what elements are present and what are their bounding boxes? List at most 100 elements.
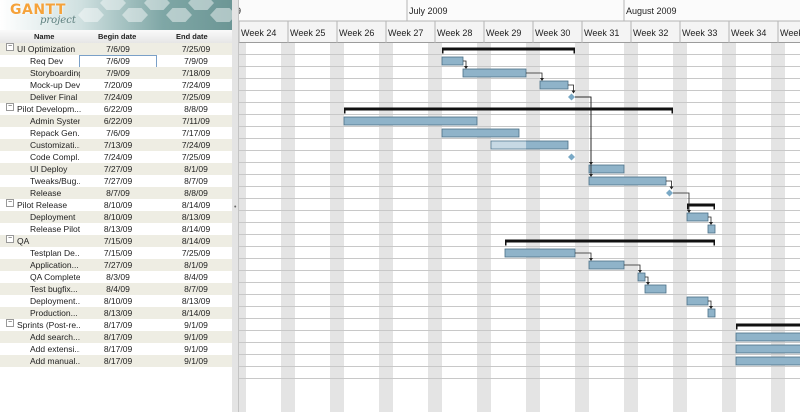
- task-bar[interactable]: [504, 248, 576, 258]
- task-group-row[interactable]: − Pilot Release 8/10/09 8/14/09: [0, 199, 232, 211]
- summary-bar[interactable]: [736, 323, 800, 327]
- task-name[interactable]: QA Complete: [30, 272, 80, 282]
- task-begin-date[interactable]: 7/27/09: [103, 260, 133, 270]
- task-name[interactable]: Sprints (Post-re...: [17, 320, 81, 330]
- task-begin-date[interactable]: 8/10/09: [103, 212, 133, 222]
- task-name[interactable]: Admin System: [30, 116, 80, 126]
- task-name[interactable]: Add search...: [30, 332, 80, 342]
- task-row[interactable]: Add manual... 8/17/09 9/1/09: [0, 355, 232, 367]
- task-end-date[interactable]: 8/14/09: [181, 236, 211, 246]
- task-begin-date[interactable]: 6/22/09: [103, 116, 133, 126]
- task-name[interactable]: UI Deploy: [30, 164, 68, 174]
- task-begin-date[interactable]: 8/7/09: [106, 188, 130, 198]
- task-group-row[interactable]: − UI Optimization 7/6/09 7/25/09: [0, 43, 232, 55]
- task-row[interactable]: Deployment 8/10/09 8/13/09: [0, 211, 232, 223]
- task-end-date[interactable]: 8/13/09: [181, 296, 211, 306]
- task-row[interactable]: Admin System 6/22/09 7/11/09: [0, 115, 232, 127]
- task-bar[interactable]: [735, 356, 800, 366]
- task-row[interactable]: Req Dev 7/6/09 7/9/09: [0, 55, 232, 68]
- milestone-marker[interactable]: [568, 153, 575, 161]
- task-begin-date[interactable]: 7/15/09: [103, 236, 133, 246]
- task-begin-date[interactable]: 7/9/09: [106, 68, 130, 78]
- task-row[interactable]: Add search... 8/17/09 9/1/09: [0, 331, 232, 343]
- task-end-date[interactable]: 8/1/09: [184, 260, 208, 270]
- task-bar[interactable]: [588, 176, 667, 186]
- task-bar[interactable]: [735, 344, 800, 354]
- collapse-toggle-icon[interactable]: −: [6, 43, 14, 51]
- task-name[interactable]: Pilot Release: [17, 200, 68, 210]
- task-end-date[interactable]: 8/7/09: [184, 176, 208, 186]
- task-bar[interactable]: [707, 224, 716, 234]
- task-bar[interactable]: [735, 332, 800, 342]
- task-row[interactable]: Code Compl... 7/24/09 7/25/09: [0, 151, 232, 163]
- task-end-date[interactable]: 8/7/09: [184, 284, 208, 294]
- task-bar[interactable]: [686, 212, 709, 222]
- task-end-date[interactable]: 7/24/09: [181, 140, 211, 150]
- task-name[interactable]: Deployment...: [30, 296, 80, 306]
- task-name[interactable]: Req Dev: [30, 56, 64, 66]
- task-name[interactable]: Storyboarding: [30, 68, 80, 78]
- task-begin-date[interactable]: 7/6/09: [106, 44, 130, 54]
- collapse-toggle-icon[interactable]: −: [6, 235, 14, 243]
- splitter-grip-icon[interactable]: •: [234, 204, 237, 211]
- task-end-date[interactable]: 7/25/09: [181, 92, 211, 102]
- summary-bar[interactable]: [687, 203, 715, 207]
- task-begin-date[interactable]: 8/17/09: [103, 344, 133, 354]
- task-name[interactable]: Pilot Developm...: [17, 104, 81, 114]
- task-end-date[interactable]: 8/14/09: [181, 200, 211, 210]
- task-bar[interactable]: [441, 128, 520, 138]
- task-name[interactable]: Release Pilot: [30, 224, 80, 234]
- task-end-date[interactable]: 8/8/09: [184, 188, 208, 198]
- task-end-date[interactable]: 9/1/09: [184, 320, 208, 330]
- task-end-date[interactable]: 8/4/09: [184, 272, 208, 282]
- task-row[interactable]: Add extensi... 8/17/09 9/1/09: [0, 343, 232, 355]
- column-header-begin-date[interactable]: Begin date: [98, 32, 137, 41]
- task-end-date[interactable]: 8/8/09: [184, 104, 208, 114]
- task-begin-date[interactable]: 8/10/09: [103, 296, 133, 306]
- task-row[interactable]: Mock-up Dev 7/20/09 7/24/09: [0, 79, 232, 91]
- task-bar[interactable]: [441, 56, 464, 66]
- task-begin-date[interactable]: 8/13/09: [103, 224, 133, 234]
- task-row[interactable]: Application... 7/27/09 8/1/09: [0, 259, 232, 271]
- task-name[interactable]: Application...: [30, 260, 79, 270]
- milestone-marker[interactable]: [568, 93, 575, 101]
- task-end-date[interactable]: 7/17/09: [181, 128, 211, 138]
- task-group-row[interactable]: − Sprints (Post-re... 8/17/09 9/1/09: [0, 319, 232, 331]
- task-end-date[interactable]: 8/13/09: [181, 212, 211, 222]
- task-begin-date[interactable]: 7/6/09: [106, 128, 130, 138]
- task-name[interactable]: Code Compl...: [30, 152, 80, 162]
- task-bar[interactable]: [644, 284, 667, 294]
- task-name[interactable]: Deliver Final: [30, 92, 78, 102]
- task-name[interactable]: Testplan De...: [30, 248, 80, 258]
- task-row[interactable]: Repack Gen... 7/6/09 7/17/09: [0, 127, 232, 139]
- task-bar[interactable]: [588, 164, 625, 174]
- task-row[interactable]: Release 8/7/09 8/8/09: [0, 187, 232, 199]
- task-name[interactable]: Tweaks/Bug...: [30, 176, 80, 186]
- task-name[interactable]: Production...: [30, 308, 78, 318]
- task-end-date[interactable]: 9/1/09: [184, 344, 208, 354]
- summary-bar[interactable]: [344, 107, 673, 111]
- collapse-toggle-icon[interactable]: −: [6, 103, 14, 111]
- task-end-date[interactable]: 7/25/09: [181, 44, 211, 54]
- task-begin-date[interactable]: 7/20/09: [103, 80, 133, 90]
- task-begin-date[interactable]: 8/10/09: [103, 200, 133, 210]
- task-name[interactable]: QA: [17, 236, 30, 246]
- task-end-date[interactable]: 8/14/09: [181, 308, 211, 318]
- task-row[interactable]: Production... 8/13/09 8/14/09: [0, 307, 232, 319]
- task-group-row[interactable]: − Pilot Developm... 6/22/09 8/8/09: [0, 103, 232, 115]
- task-begin-date[interactable]: 8/17/09: [103, 332, 133, 342]
- task-end-date[interactable]: 9/1/09: [184, 332, 208, 342]
- task-row[interactable]: Customizati... 7/13/09 7/24/09: [0, 139, 232, 151]
- task-begin-date[interactable]: 6/22/09: [103, 104, 133, 114]
- task-end-date[interactable]: 8/14/09: [181, 224, 211, 234]
- milestone-marker[interactable]: [666, 189, 673, 197]
- task-begin-date[interactable]: 8/3/09: [106, 272, 130, 282]
- column-header-end-date[interactable]: End date: [176, 32, 208, 41]
- task-row[interactable]: Testplan De... 7/15/09 7/25/09: [0, 247, 232, 259]
- task-name[interactable]: Test bugfix...: [30, 284, 78, 294]
- task-begin-date[interactable]: 7/6/09: [106, 56, 130, 66]
- task-bar[interactable]: [343, 116, 478, 126]
- summary-bar[interactable]: [442, 47, 575, 51]
